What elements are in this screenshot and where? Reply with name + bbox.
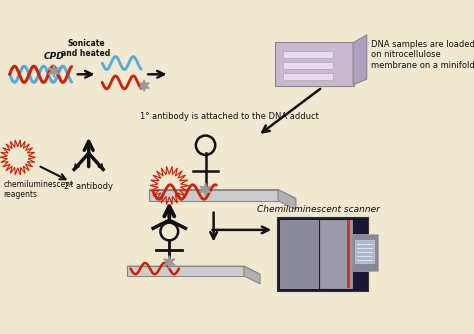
Text: Chemiluminescent scanner: Chemiluminescent scanner [257, 205, 380, 214]
Polygon shape [149, 190, 296, 198]
Polygon shape [353, 35, 367, 85]
FancyBboxPatch shape [280, 220, 318, 288]
FancyBboxPatch shape [353, 233, 378, 271]
FancyBboxPatch shape [320, 220, 352, 288]
Text: Sonicate
and heated: Sonicate and heated [62, 39, 111, 58]
Polygon shape [200, 183, 211, 196]
Polygon shape [149, 190, 278, 201]
Text: chemiluminescent
reagents: chemiluminescent reagents [3, 180, 73, 199]
FancyBboxPatch shape [355, 240, 374, 263]
FancyBboxPatch shape [283, 62, 333, 69]
FancyBboxPatch shape [283, 73, 333, 80]
FancyBboxPatch shape [346, 220, 350, 288]
FancyBboxPatch shape [275, 42, 354, 86]
Text: 2° antibody: 2° antibody [64, 181, 113, 190]
FancyBboxPatch shape [277, 217, 367, 291]
Polygon shape [127, 266, 244, 276]
Polygon shape [48, 64, 60, 77]
Polygon shape [127, 266, 260, 274]
FancyBboxPatch shape [283, 50, 333, 58]
Polygon shape [244, 266, 260, 284]
Text: CPD: CPD [44, 52, 64, 61]
Polygon shape [139, 80, 149, 91]
Text: DNA samples are loaded
on nitrocellulose
membrane on a minifold: DNA samples are loaded on nitrocellulose… [371, 40, 474, 70]
Polygon shape [278, 190, 296, 210]
Polygon shape [164, 256, 175, 269]
Text: 1° antibody is attached to the DNA adduct: 1° antibody is attached to the DNA adduc… [140, 112, 319, 121]
